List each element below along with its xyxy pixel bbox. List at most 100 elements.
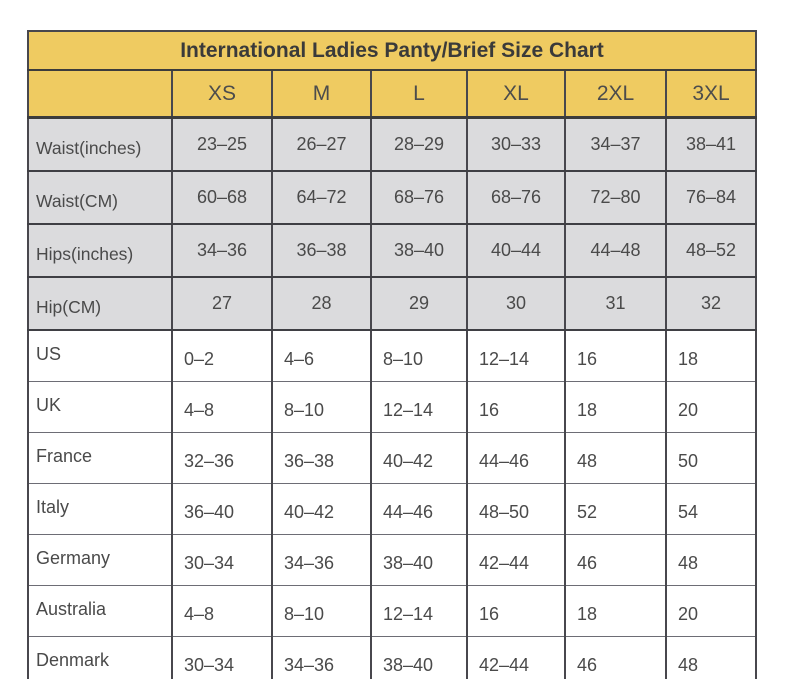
chart-title: International Ladies Panty/Brief Size Ch…: [26, 30, 758, 71]
size-value-cell: 36–40: [171, 483, 273, 535]
size-value-cell: 4–8: [171, 585, 273, 637]
table-row-waist-inches: Waist(inches) 23–25 26–27 28–29 30–33 34…: [27, 117, 758, 172]
size-value-cell: 16: [466, 585, 566, 637]
size-value-cell: 68–76: [370, 171, 468, 225]
size-value-cell: 40–44: [466, 224, 566, 278]
table-row-france: France 32–36 36–38 40–42 44–46 48 50: [27, 432, 758, 484]
size-value-cell: 16: [564, 330, 667, 382]
size-value-cell: 48: [664, 636, 758, 679]
size-value-cell: 27: [171, 277, 273, 331]
size-value-cell: 32: [664, 277, 758, 331]
corner-cell: [27, 70, 173, 119]
size-value-cell: 18: [564, 585, 667, 637]
size-value-cell: 30–34: [171, 534, 273, 586]
size-value-cell: 28: [271, 277, 372, 331]
size-value-cell: 8–10: [370, 330, 468, 382]
size-value-cell: 30–34: [171, 636, 273, 679]
size-value-cell: 4–6: [271, 330, 372, 382]
row-label: Denmark: [27, 636, 173, 679]
row-label: Waist(inches): [27, 117, 173, 172]
size-chart-table: International Ladies Panty/Brief Size Ch…: [26, 30, 758, 679]
size-value-cell: 12–14: [370, 381, 468, 433]
size-value-cell: 48–50: [466, 483, 566, 535]
size-value-cell: 54: [664, 483, 758, 535]
size-value-cell: 60–68: [171, 171, 273, 225]
size-value-cell: 48–52: [664, 224, 758, 278]
size-value-cell: 44–48: [564, 224, 667, 278]
size-value-cell: 8–10: [271, 381, 372, 433]
size-value-cell: 30–33: [466, 117, 566, 172]
size-value-cell: 0–2: [171, 330, 273, 382]
row-label: France: [27, 432, 173, 484]
size-header-row: XS M L XL 2XL 3XL: [27, 70, 758, 119]
size-value-cell: 48: [664, 534, 758, 586]
size-value-cell: 12–14: [466, 330, 566, 382]
size-value-cell: 36–38: [271, 224, 372, 278]
size-column-header-l: L: [370, 70, 468, 119]
size-value-cell: 18: [564, 381, 667, 433]
table-row-hip-cm: Hip(CM) 27 28 29 30 31 32: [27, 277, 758, 331]
size-value-cell: 52: [564, 483, 667, 535]
row-label: Hip(CM): [27, 277, 173, 331]
row-label: Australia: [27, 585, 173, 637]
size-value-cell: 34–37: [564, 117, 667, 172]
row-label: Germany: [27, 534, 173, 586]
size-value-cell: 23–25: [171, 117, 273, 172]
table-row-italy: Italy 36–40 40–42 44–46 48–50 52 54: [27, 483, 758, 535]
table-row-uk: UK 4–8 8–10 12–14 16 18 20: [27, 381, 758, 433]
table-row-germany: Germany 30–34 34–36 38–40 42–44 46 48: [27, 534, 758, 586]
size-value-cell: 34–36: [171, 224, 273, 278]
size-value-cell: 64–72: [271, 171, 372, 225]
size-column-header-2xl: 2XL: [564, 70, 667, 119]
size-value-cell: 42–44: [466, 636, 566, 679]
size-column-header-3xl: 3XL: [664, 70, 758, 119]
size-value-cell: 46: [564, 534, 667, 586]
size-value-cell: 34–36: [271, 636, 372, 679]
size-value-cell: 42–44: [466, 534, 566, 586]
size-value-cell: 20: [664, 585, 758, 637]
row-label: Waist(CM): [27, 171, 173, 225]
size-value-cell: 29: [370, 277, 468, 331]
size-value-cell: 68–76: [466, 171, 566, 225]
size-value-cell: 34–36: [271, 534, 372, 586]
size-value-cell: 50: [664, 432, 758, 484]
table-row-australia: Australia 4–8 8–10 12–14 16 18 20: [27, 585, 758, 637]
size-column-header-xs: XS: [171, 70, 273, 119]
size-value-cell: 16: [466, 381, 566, 433]
size-value-cell: 38–40: [370, 636, 468, 679]
size-value-cell: 44–46: [370, 483, 468, 535]
row-label: Italy: [27, 483, 173, 535]
size-value-cell: 8–10: [271, 585, 372, 637]
size-value-cell: 38–40: [370, 534, 468, 586]
table-row-waist-cm: Waist(CM) 60–68 64–72 68–76 68–76 72–80 …: [27, 171, 758, 225]
size-value-cell: 40–42: [271, 483, 372, 535]
title-row: International Ladies Panty/Brief Size Ch…: [26, 30, 758, 71]
size-value-cell: 48: [564, 432, 667, 484]
size-column-header-m: M: [271, 70, 372, 119]
size-value-cell: 40–42: [370, 432, 468, 484]
size-value-cell: 36–38: [271, 432, 372, 484]
size-value-cell: 28–29: [370, 117, 468, 172]
row-label: Hips(inches): [27, 224, 173, 278]
row-label: UK: [27, 381, 173, 433]
size-value-cell: 4–8: [171, 381, 273, 433]
size-value-cell: 38–40: [370, 224, 468, 278]
size-value-cell: 44–46: [466, 432, 566, 484]
size-value-cell: 26–27: [271, 117, 372, 172]
size-value-cell: 76–84: [664, 171, 758, 225]
size-value-cell: 32–36: [171, 432, 273, 484]
size-value-cell: 46: [564, 636, 667, 679]
size-value-cell: 30: [466, 277, 566, 331]
size-value-cell: 12–14: [370, 585, 468, 637]
size-value-cell: 20: [664, 381, 758, 433]
row-label: US: [27, 330, 173, 382]
size-value-cell: 72–80: [564, 171, 667, 225]
size-value-cell: 38–41: [664, 117, 758, 172]
table-row-denmark: Denmark 30–34 34–36 38–40 42–44 46 48: [27, 636, 758, 679]
size-value-cell: 31: [564, 277, 667, 331]
table-row-hips-inches: Hips(inches) 34–36 36–38 38–40 40–44 44–…: [27, 224, 758, 278]
size-column-header-xl: XL: [466, 70, 566, 119]
table-row-us: US 0–2 4–6 8–10 12–14 16 18: [27, 330, 758, 382]
size-value-cell: 18: [664, 330, 758, 382]
